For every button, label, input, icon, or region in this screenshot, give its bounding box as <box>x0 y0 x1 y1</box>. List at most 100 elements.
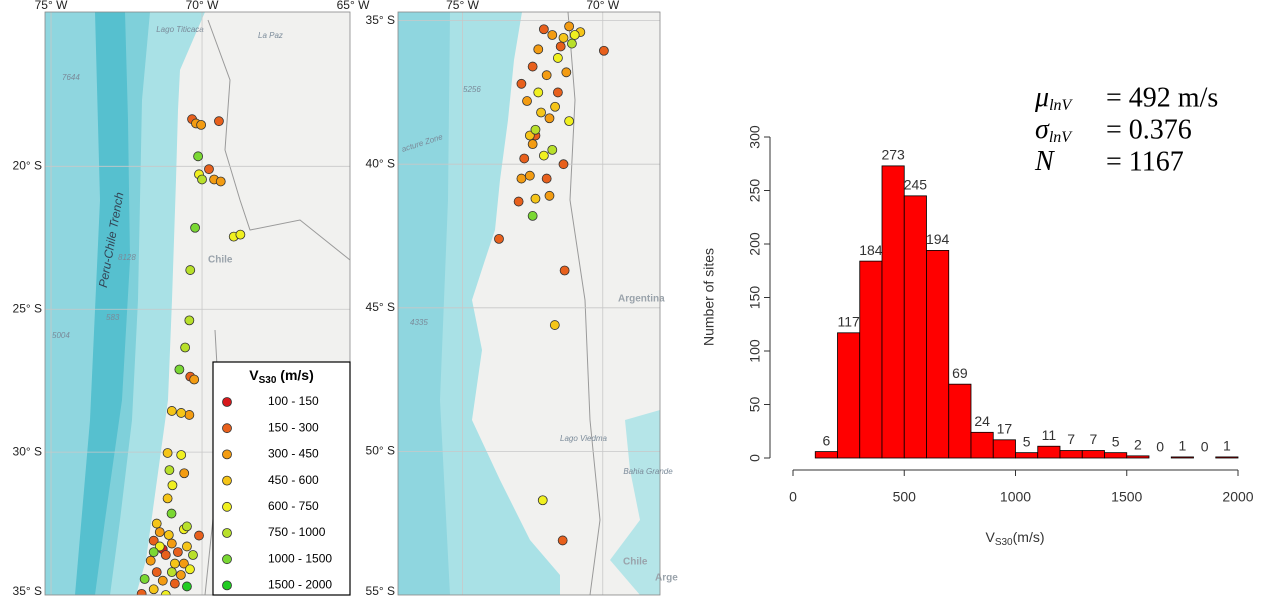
legend-swatch <box>222 449 232 460</box>
site-point <box>184 315 195 326</box>
site-point <box>169 578 180 589</box>
depth-label: 8128 <box>118 253 136 262</box>
site-point <box>538 24 549 35</box>
site-point <box>151 518 162 529</box>
map-frame <box>397 11 661 596</box>
site-point <box>552 53 563 63</box>
x-tick-label: 1000 <box>1000 489 1031 505</box>
site-point <box>567 38 577 49</box>
site-point <box>166 508 177 519</box>
depth-label: 4335 <box>410 318 428 327</box>
stat-value: = 492 m/s <box>1106 82 1218 113</box>
x-tick-label: 75° W <box>446 0 479 12</box>
stat-symbol-text: N <box>1034 146 1055 177</box>
y-tick-label: 150 <box>747 286 763 310</box>
site-point <box>172 547 183 558</box>
histogram-bar <box>1215 456 1239 459</box>
histogram-bar <box>1081 450 1105 459</box>
legend-label: 1500 - 2000 <box>268 578 332 592</box>
site-point <box>544 113 555 124</box>
bar-value-label: 2 <box>1134 437 1142 453</box>
site-point <box>167 480 178 491</box>
y-tick-label: 300 <box>747 125 763 149</box>
site-point <box>179 468 190 479</box>
x-tick-label: 70° W <box>186 0 219 12</box>
histogram-bar <box>948 383 972 459</box>
site-point <box>174 364 185 375</box>
site-point <box>169 558 180 569</box>
site-point <box>549 320 560 330</box>
legend-label: 300 - 450 <box>268 447 319 461</box>
site-point <box>527 211 538 221</box>
histogram-bar <box>992 439 1016 459</box>
histogram-bar <box>1037 445 1061 459</box>
site-point <box>196 119 207 130</box>
y-tick-label: 50° S <box>366 444 395 458</box>
histogram-bar <box>859 260 883 459</box>
stat-symbol: σlnV <box>1035 114 1073 145</box>
x-tick-label: 1500 <box>1111 489 1142 505</box>
site-point <box>163 530 174 540</box>
site-point <box>145 555 156 566</box>
bar-value-label: 11 <box>1042 427 1057 443</box>
site-point <box>522 96 532 106</box>
y-tick-label: 250 <box>747 179 763 203</box>
site-point <box>151 567 162 578</box>
site-point <box>184 410 195 420</box>
site-point <box>185 564 195 575</box>
site-point <box>552 87 563 98</box>
site-point <box>160 590 171 595</box>
site-point <box>564 21 575 32</box>
bar-value-label: 5 <box>1023 433 1031 449</box>
y-tick-label: 25° S <box>13 301 42 315</box>
y-tick-label: 35° S <box>366 13 395 27</box>
site-point <box>160 550 171 560</box>
site-point <box>166 567 177 578</box>
stat-symbol: N <box>1034 146 1055 177</box>
legend-label: 150 - 300 <box>268 420 319 434</box>
site-point <box>148 547 159 558</box>
bar-value-label: 184 <box>859 242 883 258</box>
bar-value-label: 1 <box>1178 438 1186 454</box>
depth-label: 583 <box>106 313 120 322</box>
bar-value-label: 0 <box>1201 439 1209 455</box>
legend-title-part: V <box>249 367 259 383</box>
histogram-bar <box>1170 456 1194 459</box>
site-point <box>533 44 544 55</box>
y-axis-label: Number of sites <box>701 248 717 346</box>
site-point <box>544 190 555 201</box>
place-label: Arge <box>655 573 678 584</box>
legend-swatch <box>222 528 232 538</box>
site-point <box>533 87 544 98</box>
legend-swatch <box>222 397 232 407</box>
site-point <box>148 535 159 546</box>
site-point <box>527 139 538 150</box>
site-point <box>176 450 187 460</box>
bar-value-label: 245 <box>904 177 928 193</box>
legend-swatch <box>222 554 232 565</box>
x-tick-label: 65° W <box>337 0 370 12</box>
site-point <box>541 173 552 184</box>
site-point <box>235 229 246 240</box>
legend-title-part: S30 <box>259 375 277 386</box>
site-point <box>197 174 207 185</box>
bar-value-label: 17 <box>997 421 1013 437</box>
x-tick-label: 70° W <box>586 0 619 12</box>
legend-label: 1000 - 1500 <box>268 551 332 565</box>
site-point <box>204 164 214 175</box>
site-point <box>530 124 541 135</box>
site-point <box>538 150 549 161</box>
map-layer <box>398 12 660 595</box>
legend-title: VS30 (m/s) <box>249 367 313 386</box>
stat-symbol-text: σ <box>1035 114 1050 145</box>
x-tick-label: 75° W <box>35 0 68 12</box>
site-point <box>564 116 575 127</box>
y-tick-label: 35° S <box>13 584 42 598</box>
histogram-bar <box>1126 455 1150 459</box>
histogram-bar <box>837 332 861 459</box>
site-point <box>182 581 192 592</box>
site-point <box>519 153 530 164</box>
histogram-bar <box>926 250 950 459</box>
depth-label: 7644 <box>62 73 80 82</box>
